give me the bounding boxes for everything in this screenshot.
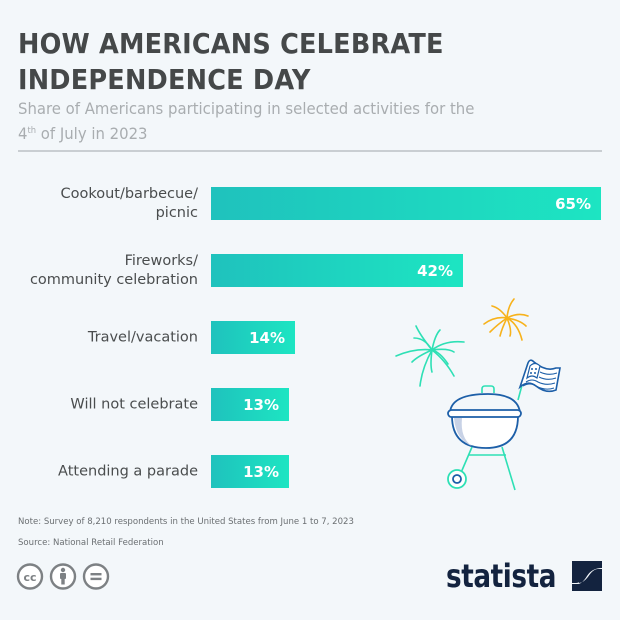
bar-label-line-1: Travel/vacation xyxy=(87,329,198,345)
subtitle-rest: of July in 2023 xyxy=(36,124,148,143)
cc-icon[interactable]: cc xyxy=(16,562,44,591)
us-flag-icon xyxy=(517,359,561,401)
bar-label-line-1: Attending a parade xyxy=(58,463,198,479)
chart-title: HOW AMERICANS CELEBRATE INDEPENDENCE DAY xyxy=(18,26,567,98)
no-derivatives-icon[interactable] xyxy=(82,562,110,591)
bar: 14% xyxy=(211,321,295,354)
firework-orange-icon xyxy=(483,298,529,341)
bar: 65% xyxy=(211,187,601,220)
subtitle-day: 4 xyxy=(18,124,28,143)
grill-icon xyxy=(447,385,522,491)
bar-label-line-2: community celebration xyxy=(29,271,198,288)
bar-label: Attending a parade xyxy=(58,462,198,481)
title-line-1: HOW AMERICANS CELEBRATE xyxy=(18,28,444,60)
bar-label: Will not celebrate xyxy=(70,395,198,414)
bar-value: 42% xyxy=(417,261,453,280)
bar-value: 65% xyxy=(555,194,591,213)
subtitle-ordinal: th xyxy=(27,126,37,136)
bar-row-travel: Travel/vacation 14% xyxy=(0,321,620,354)
bar-value: 14% xyxy=(249,328,285,347)
bar: 42% xyxy=(211,254,463,287)
bar-value: 13% xyxy=(243,395,279,414)
statista-logo[interactable]: statista xyxy=(446,558,602,594)
chart-subtitle: Share of Americans participating in sele… xyxy=(18,98,567,145)
subtitle-line-1: Share of Americans participating in sele… xyxy=(18,99,475,118)
bar-label-line-2: picnic xyxy=(155,204,198,221)
grill-fireworks-illustration xyxy=(395,298,561,491)
footnote: Note: Survey of 8,210 respondents in the… xyxy=(18,516,354,527)
bar: 13% xyxy=(211,388,289,421)
bar: 13% xyxy=(211,455,289,488)
license-icons[interactable]: cc xyxy=(16,562,110,591)
attribution-icon[interactable] xyxy=(49,562,77,591)
bar-row-fireworks: Fireworks/ community celebration 42% xyxy=(0,252,620,290)
source-link[interactable]: Source: National Retail Federation xyxy=(18,537,164,548)
brand-name: statista xyxy=(446,557,556,595)
bar-label: Travel/vacation xyxy=(88,328,198,347)
title-line-2: INDEPENDENCE DAY xyxy=(18,64,311,96)
svg-text:cc: cc xyxy=(23,571,36,584)
bar-label: Cookout/barbecue/ picnic xyxy=(60,185,198,223)
bar-row-cookout: Cookout/barbecue/ picnic 65% xyxy=(0,185,620,223)
bar-row-parade: Attending a parade 13% xyxy=(0,455,620,488)
statista-mark-icon xyxy=(572,561,602,591)
bar-value: 13% xyxy=(243,462,279,481)
subtitle-line-2: 4th of July in 2023 xyxy=(18,120,567,145)
bar-label-line-1: Will not celebrate xyxy=(70,396,198,412)
bar-row-not-celebrate: Will not celebrate 13% xyxy=(0,388,620,421)
firework-teal-icon xyxy=(395,325,465,387)
bar-label-line-1: Fireworks/ xyxy=(124,252,198,269)
bar-label-line-1: Cookout/barbecue/ xyxy=(60,185,198,202)
header-divider xyxy=(18,150,602,152)
bar-label: Fireworks/ community celebration xyxy=(30,252,198,290)
